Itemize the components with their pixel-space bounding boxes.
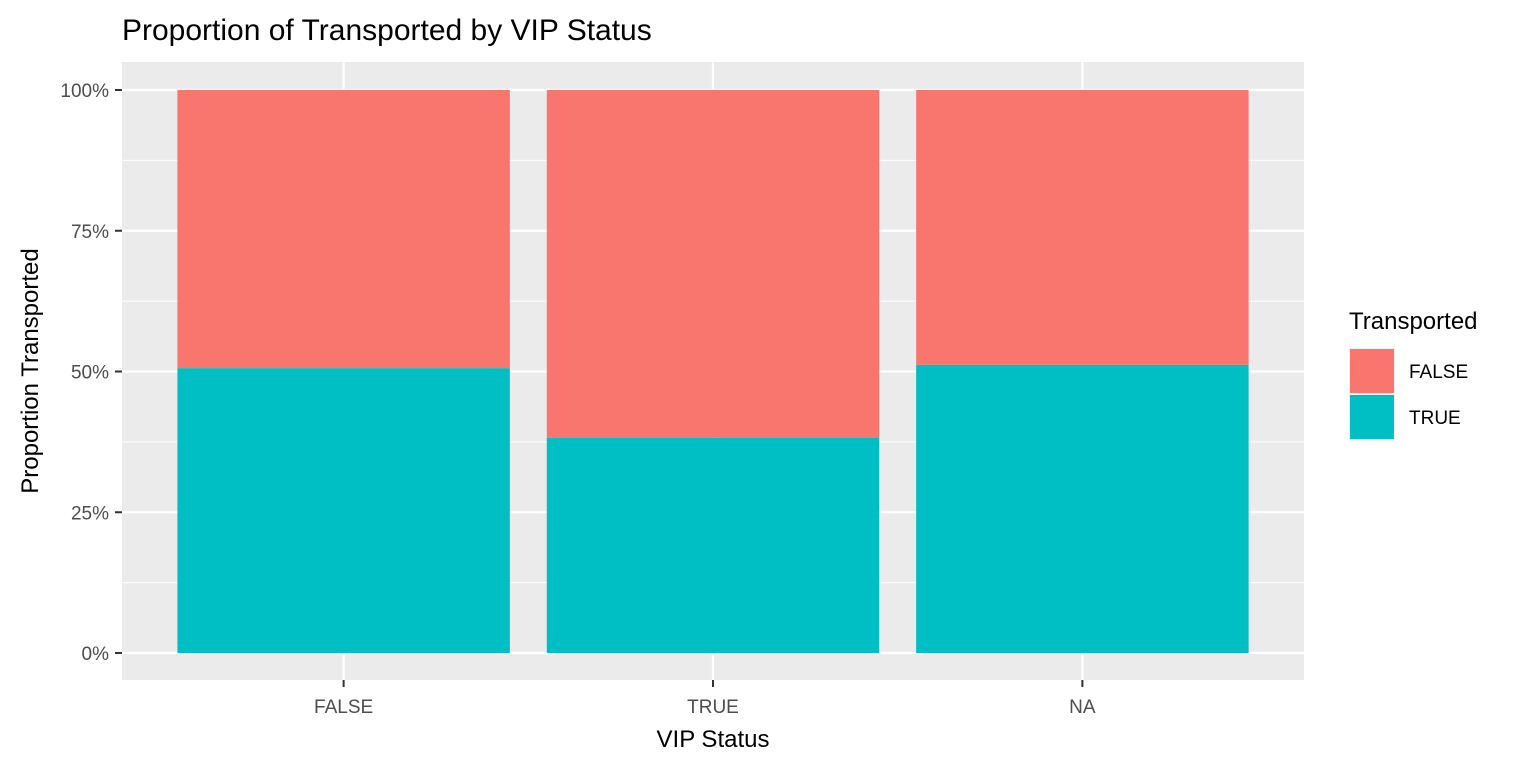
x-tick-label: FALSE [314,697,373,718]
legend-swatch-false [1350,349,1394,393]
bar-false-true [177,368,510,653]
legend-label: FALSE [1409,362,1468,383]
bar-true-false [546,90,880,438]
legend-swatch-true [1350,395,1394,439]
x-axis-title: VIP Status [657,726,770,753]
y-tick-label: 0% [82,644,110,665]
bar-false-false [177,90,510,369]
legend-label: TRUE [1409,408,1461,429]
legend: Transported FALSE TRUE [1349,308,1478,440]
y-axis-title: Proportion Transported [17,248,44,493]
bars [177,90,1249,653]
bar-true-true [546,437,880,653]
bar-na-true [916,364,1249,653]
x-axis: FALSE TRUE NA [314,680,1096,718]
legend-title: Transported [1349,308,1478,335]
y-tick-label: 100% [60,81,109,102]
bar-na-false [916,90,1249,365]
x-tick-label: NA [1069,697,1096,718]
y-tick-label: 50% [71,363,109,384]
y-tick-label: 75% [71,222,109,243]
chart-title: Proportion of Transported by VIP Status [122,14,652,47]
y-tick-label: 25% [71,503,109,524]
x-tick-label: TRUE [687,697,739,718]
y-axis: 0% 25% 50% 75% 100% [60,81,122,665]
